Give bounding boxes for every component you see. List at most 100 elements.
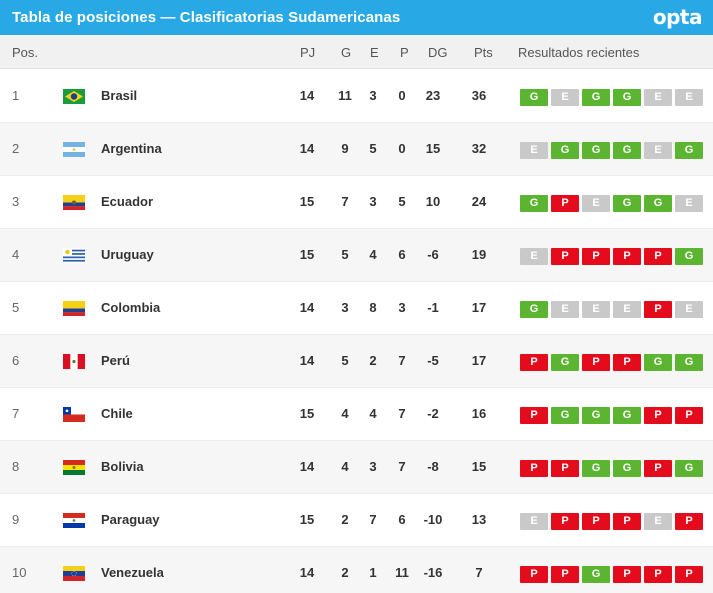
played-value: 14 — [299, 300, 315, 315]
result-badge: P — [551, 460, 579, 477]
position-number: 2 — [12, 141, 20, 156]
goal-difference-value: -1 — [427, 300, 439, 315]
points-value: 17 — [471, 300, 487, 315]
team-name: Colombia — [101, 300, 161, 315]
result-badge: P — [675, 566, 703, 583]
result-badge: G — [582, 407, 610, 424]
result-badge: E — [644, 142, 672, 159]
draws-value: 1 — [369, 565, 377, 580]
result-badge: G — [675, 354, 703, 371]
result-badge: P — [613, 248, 641, 265]
team-name: Venezuela — [101, 565, 164, 580]
result-badge: P — [613, 354, 641, 371]
page-title: Tabla de posiciones — Clasificatorias Su… — [12, 9, 401, 26]
result-badge: G — [675, 142, 703, 159]
points-value: 17 — [471, 353, 487, 368]
goal-difference-value: -2 — [427, 406, 439, 421]
goal-difference-value: -6 — [427, 247, 439, 262]
column-header-row: Pos. PJ G E P DG Pts Resultados reciente… — [0, 35, 713, 69]
position-number: 7 — [12, 406, 20, 421]
result-badge: E — [520, 248, 548, 265]
points-value: 32 — [471, 141, 487, 156]
ecuador-flag-icon — [63, 195, 85, 210]
paraguay-flag-icon — [63, 513, 85, 528]
column-recent-results: Resultados recientes — [518, 45, 640, 60]
header-bar: Tabla de posiciones — Clasificatorias Su… — [0, 0, 713, 35]
position-number: 3 — [12, 194, 20, 209]
team-name: Ecuador — [101, 194, 154, 209]
table-row: 10 Venezuela 14 2 1 11 -16 7 P P G P P P — [0, 547, 713, 593]
played-value: 14 — [299, 459, 315, 474]
losses-value: 0 — [398, 88, 406, 103]
points-value: 36 — [471, 88, 487, 103]
wins-value: 11 — [338, 88, 352, 103]
result-badge: P — [551, 513, 579, 530]
brazil-flag-icon — [63, 89, 85, 104]
column-e: E — [370, 45, 379, 60]
goal-difference-value: -5 — [427, 353, 439, 368]
result-badge: P — [644, 301, 672, 318]
position-number: 6 — [12, 353, 20, 368]
result-badge: G — [551, 354, 579, 371]
result-badge: G — [675, 248, 703, 265]
result-badge: G — [644, 195, 672, 212]
result-badge: G — [520, 195, 548, 212]
result-badge: G — [613, 142, 641, 159]
result-badge: P — [675, 407, 703, 424]
points-value: 7 — [475, 565, 483, 580]
draws-value: 3 — [369, 194, 377, 209]
losses-value: 7 — [398, 459, 406, 474]
played-value: 15 — [299, 512, 315, 527]
result-badge: G — [551, 407, 579, 424]
result-badge: E — [582, 195, 610, 212]
played-value: 15 — [299, 194, 315, 209]
table-row: 7 Chile 15 4 4 7 -2 16 P G G G P P — [0, 388, 713, 441]
result-badge: G — [644, 354, 672, 371]
result-badge: P — [613, 513, 641, 530]
team-name: Bolivia — [101, 459, 144, 474]
wins-value: 2 — [341, 565, 349, 580]
result-badge: E — [551, 89, 579, 106]
column-p: P — [400, 45, 409, 60]
column-pts: Pts — [474, 45, 493, 60]
draws-value: 4 — [369, 247, 377, 262]
goal-difference-value: -10 — [423, 512, 443, 527]
points-value: 16 — [471, 406, 487, 421]
result-badge: G — [551, 142, 579, 159]
result-badge: E — [644, 513, 672, 530]
result-badge: P — [613, 566, 641, 583]
goal-difference-value: -8 — [427, 459, 439, 474]
team-name: Uruguay — [101, 247, 154, 262]
goal-difference-value: -16 — [423, 565, 443, 580]
position-number: 10 — [12, 565, 27, 580]
points-value: 13 — [471, 512, 487, 527]
losses-value: 11 — [395, 565, 409, 580]
result-badge: P — [582, 513, 610, 530]
result-badge: E — [551, 301, 579, 318]
points-value: 15 — [471, 459, 487, 474]
result-badge: G — [613, 460, 641, 477]
result-badge: P — [520, 407, 548, 424]
wins-value: 7 — [341, 194, 349, 209]
result-badge: P — [675, 513, 703, 530]
team-name: Brasil — [101, 88, 138, 103]
played-value: 14 — [299, 141, 315, 156]
losses-value: 5 — [398, 194, 406, 209]
column-dg: DG — [428, 45, 448, 60]
position-number: 4 — [12, 247, 20, 262]
table-row: 3 Ecuador 15 7 3 5 10 24 G P E G G E — [0, 176, 713, 229]
table-row: 8 Bolivia 14 4 3 7 -8 15 P P G G P G — [0, 441, 713, 494]
result-badge: P — [551, 248, 579, 265]
result-badge: G — [613, 195, 641, 212]
result-badge: E — [520, 513, 548, 530]
result-badge: P — [644, 248, 672, 265]
played-value: 14 — [299, 565, 315, 580]
losses-value: 0 — [398, 141, 406, 156]
result-badge: E — [582, 301, 610, 318]
draws-value: 3 — [369, 88, 377, 103]
